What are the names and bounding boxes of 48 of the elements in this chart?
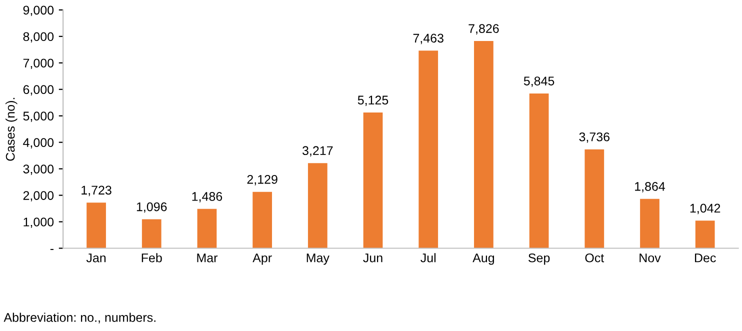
y-tick-label: 4,000 [23, 138, 54, 148]
x-tick-label: Dec [694, 254, 716, 262]
data-label: 5,845 [524, 76, 554, 87]
bar [584, 149, 604, 248]
x-tick-label: May [306, 254, 330, 265]
y-tick-label: 1,000 [24, 218, 54, 228]
data-label: 3,736 [579, 132, 610, 143]
x-tick-label: Oct [585, 253, 604, 262]
y-tick-label: 7,000 [23, 58, 54, 70]
x-tick-label: Apr [252, 254, 272, 265]
x-tick-label: Feb [142, 253, 162, 262]
data-label: 5,125 [358, 96, 388, 106]
bar [86, 202, 106, 248]
y-tick-label: 2,000 [23, 191, 54, 202]
bar [474, 41, 494, 248]
data-label: 3,217 [302, 146, 333, 157]
bar [640, 198, 660, 248]
bar [197, 208, 217, 248]
text: Abbreviation: no., numbers. [4, 312, 156, 324]
bar [142, 219, 162, 248]
x-tick-label: Sep [528, 253, 550, 265]
x-tick-label: Jan [86, 254, 106, 262]
data-label: 2,129 [247, 174, 278, 186]
y-axis-title: Cases (no). [6, 98, 18, 161]
data-label: 1,096 [136, 202, 167, 213]
x-tick-label: Mar [197, 254, 218, 262]
data-label: 1,723 [82, 186, 112, 196]
data-label: 1,864 [635, 182, 666, 192]
x-tick-label: Jun [363, 254, 382, 262]
y-tick-label: 6,000 [23, 85, 54, 96]
bar [308, 163, 328, 248]
bar [252, 192, 272, 248]
bar [418, 50, 438, 248]
y-tick-label: 9,000 [23, 6, 54, 16]
y-tick-label: 8,000 [23, 32, 54, 43]
y-tick-label: 5,000 [23, 112, 54, 122]
y-tick-label: 3,000 [23, 164, 54, 175]
bar [363, 112, 383, 248]
bar [529, 93, 549, 248]
bar [695, 220, 715, 248]
x-tick-label: Nov [640, 254, 661, 262]
data-label: 1,042 [690, 204, 720, 214]
data-label: 7,463 [413, 34, 444, 44]
data-label: 7,826 [468, 24, 499, 34]
y-tick-label: - [50, 248, 54, 250]
x-tick-label: Jul [420, 253, 436, 262]
x-tick-label: Aug [472, 254, 494, 265]
data-label: 1,486 [192, 192, 222, 202]
